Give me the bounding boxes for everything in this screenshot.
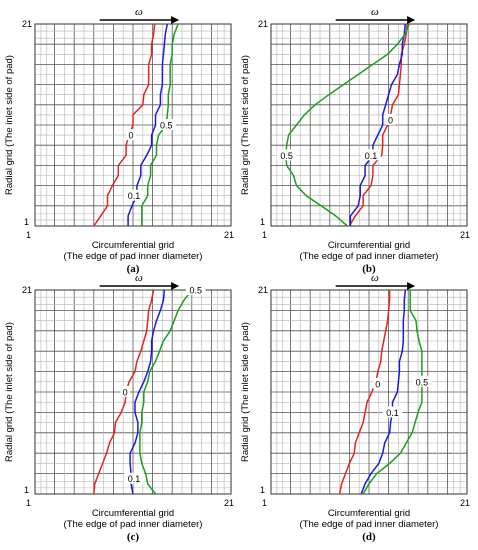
tick-x-min: 1 bbox=[26, 498, 31, 508]
contour-label-bg bbox=[382, 406, 403, 418]
panel-c: 0 0.1 0.5 1 21 1 21 ω Radial grid (The inlet sid… bbox=[4, 272, 234, 543]
contour-line-0-1 bbox=[349, 23, 407, 226]
tick-x-min: 1 bbox=[26, 230, 31, 240]
tick-y-min: 1 bbox=[24, 485, 29, 495]
panel-caption: (a) bbox=[127, 263, 140, 275]
contour-label-0: 0 bbox=[375, 379, 380, 389]
contour-label-bg bbox=[373, 377, 383, 389]
contour-label-bg bbox=[124, 189, 144, 201]
x-axis-label-line1: Circumferential grid bbox=[328, 240, 410, 251]
contour-label-bg bbox=[124, 472, 144, 484]
x-axis-label-line2: (The edge of pad inner diameter) bbox=[64, 251, 203, 262]
y-axis-label: Radial grid (The inlet side of pad) bbox=[4, 55, 15, 195]
y-axis-label: Radial grid (The inlet side of pad) bbox=[4, 322, 15, 462]
contour-label-0-1: 0.1 bbox=[128, 191, 141, 201]
contour-line-0 bbox=[93, 23, 156, 227]
tick-x-max: 21 bbox=[224, 230, 234, 240]
plot-frame bbox=[34, 23, 232, 227]
contour-label-0-1: 0.1 bbox=[365, 151, 378, 161]
panel-a: 0 0.1 0.5 1 21 1 21 ω Radial grid (The inlet sid… bbox=[4, 6, 234, 275]
tick-y-min: 1 bbox=[24, 217, 29, 227]
omega-label: ω bbox=[135, 6, 143, 18]
omega-label: ω bbox=[371, 272, 379, 284]
contour-label-0: 0 bbox=[129, 131, 134, 141]
contour-line-0-5 bbox=[139, 289, 193, 495]
omega-label: ω bbox=[371, 6, 379, 18]
contour-line-0-1 bbox=[360, 289, 407, 495]
contour-label-0-5: 0.5 bbox=[160, 121, 173, 131]
panel-caption: (d) bbox=[362, 531, 376, 543]
contour-line-0-5 bbox=[362, 290, 423, 495]
tick-x-max: 21 bbox=[460, 498, 470, 508]
x-axis-label-line1: Circumferential grid bbox=[328, 508, 410, 519]
x-axis-label-line1: Circumferential grid bbox=[92, 240, 174, 251]
tick-x-max: 21 bbox=[460, 230, 470, 240]
x-axis-label-line2: (The edge of pad inner diameter) bbox=[300, 519, 439, 530]
tick-y-max: 21 bbox=[22, 285, 32, 295]
omega-label: ω bbox=[135, 272, 143, 284]
tick-x-max: 21 bbox=[224, 498, 234, 508]
panel-caption: (c) bbox=[127, 531, 140, 543]
tick-y-max: 21 bbox=[258, 285, 268, 295]
panel-b: 0 0.1 0.5 1 21 1 21 ω Radial grid (The inlet sid… bbox=[240, 6, 470, 275]
contour-label-0: 0 bbox=[123, 388, 128, 398]
y-axis-label: Radial grid (The inlet side of pad) bbox=[240, 55, 251, 195]
contour-label-bg bbox=[185, 284, 206, 295]
contour-label-0-5: 0.5 bbox=[416, 377, 429, 387]
tick-y-min: 1 bbox=[260, 485, 265, 495]
contour-label-0-1: 0.1 bbox=[386, 408, 399, 418]
contour-label-bg bbox=[120, 386, 130, 397]
contour-line-0 bbox=[338, 290, 391, 495]
x-axis-label-line1: Circumferential grid bbox=[92, 508, 174, 519]
contour-label-bg bbox=[385, 113, 396, 125]
tick-x-min: 1 bbox=[262, 498, 267, 508]
contour-label-bg bbox=[276, 149, 297, 161]
contour-label-bg bbox=[156, 119, 177, 130]
panel-d: 0 0.1 0.5 1 21 1 21 ω Radial grid (The inlet sid… bbox=[240, 272, 470, 543]
contour-label-bg bbox=[412, 375, 432, 387]
tick-y-min: 1 bbox=[260, 217, 265, 227]
plot-frame bbox=[270, 23, 468, 227]
tick-x-min: 1 bbox=[262, 230, 267, 240]
plot-frame bbox=[270, 289, 468, 495]
contour-line-0-5 bbox=[284, 23, 410, 227]
tick-y-max: 21 bbox=[22, 19, 32, 29]
contour-label-0-5: 0.5 bbox=[189, 286, 202, 296]
contour-label-bg bbox=[126, 129, 136, 141]
contour-label-bg bbox=[361, 149, 381, 161]
tick-y-max: 21 bbox=[258, 19, 268, 29]
contour-label-0-5: 0.5 bbox=[280, 151, 293, 161]
contour-label-0: 0 bbox=[388, 115, 393, 125]
y-axis-label: Radial grid (The inlet side of pad) bbox=[240, 322, 251, 462]
contour-line-0-1 bbox=[129, 289, 166, 495]
x-axis-label-line2: (The edge of pad inner diameter) bbox=[300, 251, 439, 262]
x-axis-label-line2: (The edge of pad inner diameter) bbox=[64, 519, 203, 530]
contour-label-0-1: 0.1 bbox=[128, 474, 141, 484]
panel-caption: (b) bbox=[362, 263, 376, 275]
